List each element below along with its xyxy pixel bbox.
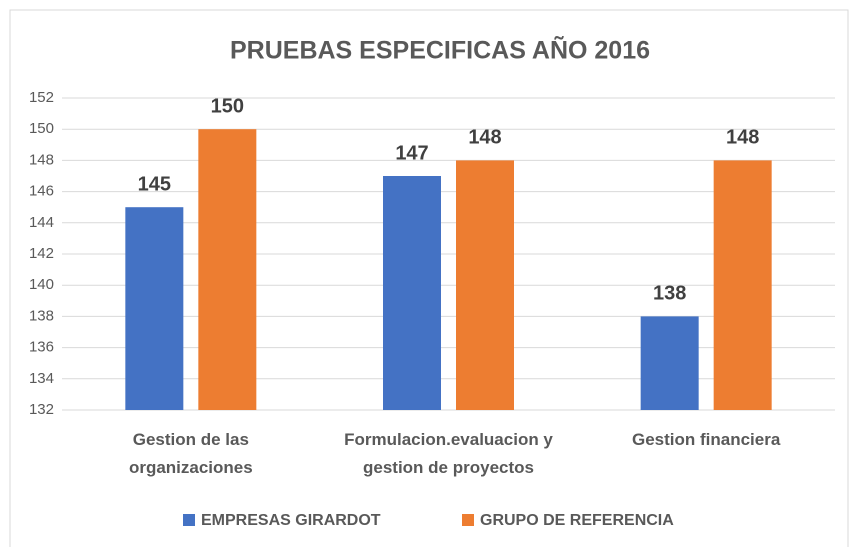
legend-label: GRUPO DE REFERENCIA (480, 512, 674, 529)
chart-title: PRUEBAS ESPECIFICAS AÑO 2016 (230, 35, 650, 65)
legend-swatch (462, 514, 474, 526)
data-label: 138 (653, 283, 686, 305)
data-label: 148 (468, 127, 501, 149)
data-label: 145 (138, 173, 171, 195)
bar (383, 176, 441, 410)
y-tick-label: 148 (29, 151, 54, 168)
legend-label: EMPRESAS GIRARDOT (201, 512, 381, 529)
legend-swatch (183, 514, 195, 526)
y-tick-label: 150 (29, 120, 54, 137)
x-tick-label: Gestion financiera (631, 430, 781, 449)
x-tick-label: Formulacion.evaluacion y gestion de proy… (344, 430, 553, 477)
bar (125, 207, 184, 410)
y-tick-label: 134 (29, 370, 54, 387)
bar (713, 160, 772, 410)
data-label: 150 (211, 95, 244, 117)
bar (456, 160, 514, 410)
data-label: 148 (726, 127, 759, 149)
bar (640, 316, 699, 410)
y-tick-label: 144 (29, 214, 54, 231)
y-tick-label: 132 (29, 401, 54, 418)
y-tick-label: 146 (29, 183, 54, 200)
bar (198, 129, 257, 410)
y-tick-label: 136 (29, 339, 54, 356)
data-label: 147 (395, 142, 428, 164)
x-tick-label: Gestion de las organizaciones (128, 430, 253, 477)
y-tick-label: 138 (29, 307, 54, 324)
y-tick-label: 140 (29, 276, 54, 293)
y-tick-label: 142 (29, 245, 54, 262)
y-tick-label: 152 (29, 89, 54, 106)
